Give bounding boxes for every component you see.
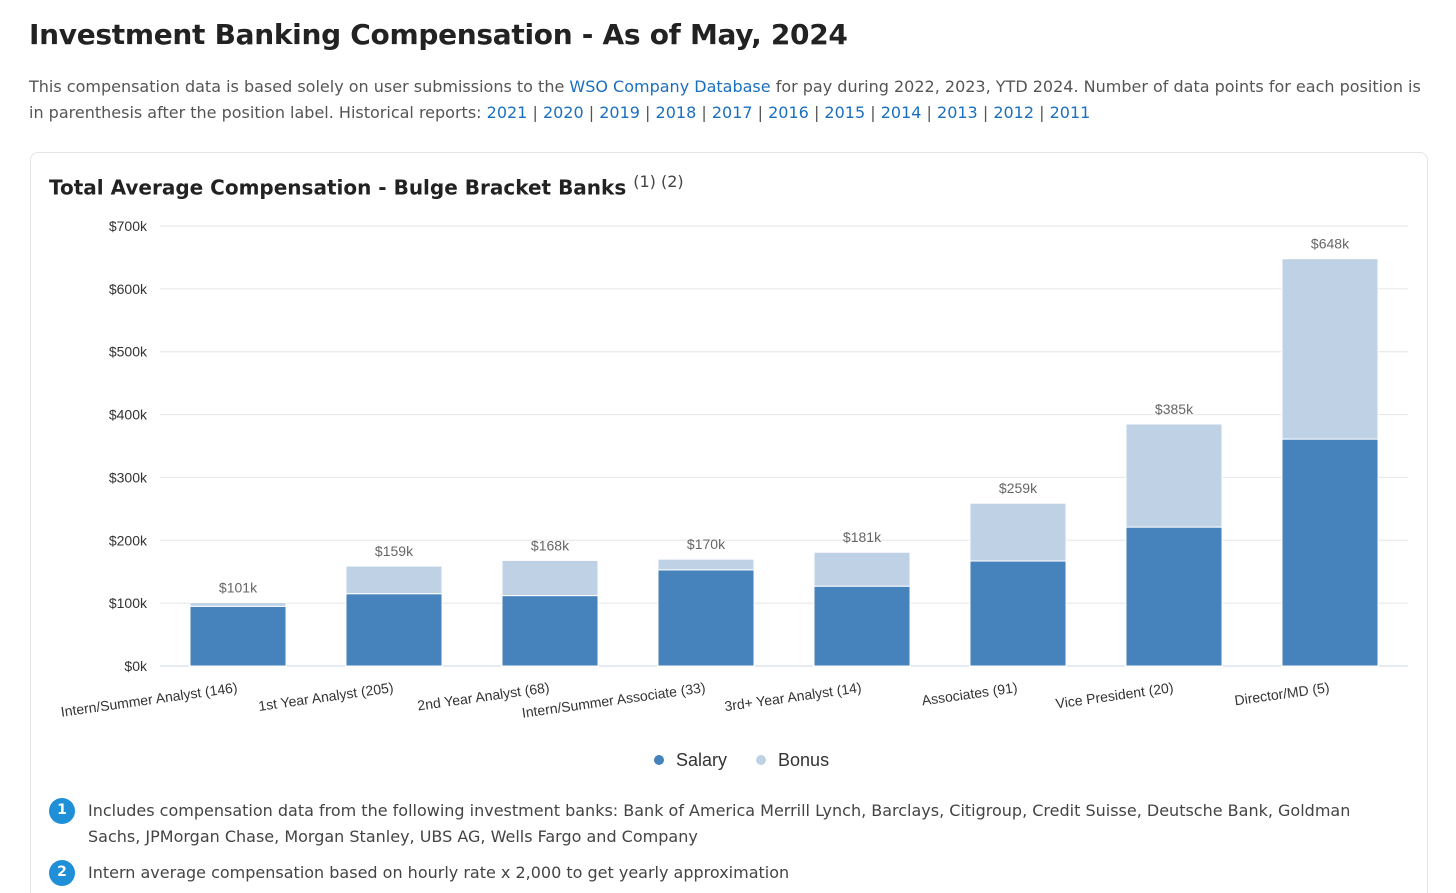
total-label: $159k	[375, 543, 414, 559]
x-tick-label: Vice President (20)	[1055, 679, 1175, 711]
bar-segment	[657, 569, 755, 667]
bar-segment	[1125, 423, 1223, 528]
bar-segment	[189, 602, 287, 607]
y-tick-label: $600k	[109, 281, 148, 297]
separator: |	[982, 103, 989, 122]
total-label: $101k	[219, 580, 258, 596]
separator: |	[757, 103, 764, 122]
separator: |	[532, 103, 538, 122]
intro: This compensation data is based solely o…	[29, 74, 1429, 126]
footnote-marker: 2	[49, 860, 75, 886]
total-label: $168k	[531, 537, 570, 553]
report-link[interactable]: 2015	[824, 103, 866, 122]
x-tick-label: Associates (91)	[921, 679, 1019, 708]
separator: |	[645, 103, 651, 122]
y-tick-label: $400k	[109, 407, 148, 423]
footnote-marker: 1	[49, 798, 75, 824]
report-link[interactable]: 2012	[993, 103, 1035, 122]
page-title: Investment Banking Compensation - As of …	[29, 18, 848, 51]
y-tick-label: $200k	[109, 532, 148, 548]
bar-segment	[1125, 526, 1223, 667]
y-tick-label: $0k	[124, 658, 148, 674]
total-label: $170k	[687, 536, 726, 552]
footnote-text: Intern average compensation based on hou…	[88, 863, 790, 882]
total-label: $181k	[843, 529, 882, 545]
y-tick-label: $300k	[109, 469, 148, 485]
bar-segment	[657, 558, 755, 571]
separator: |	[588, 103, 595, 122]
chart-title-text: Total Average Compensation - Bulge Brack…	[49, 175, 627, 200]
x-tick-label: Director/MD (5)	[1233, 679, 1330, 708]
chart-title: Total Average Compensation - Bulge Brack…	[49, 172, 684, 200]
bar-segment	[501, 559, 599, 597]
chart: $0k $100k $200k $300k $400k $500k $600k $700k $1…	[60, 218, 1408, 770]
bar-segment	[345, 565, 443, 595]
bar-segment	[969, 502, 1067, 562]
x-tick-label: 1st Year Analyst (205)	[257, 679, 394, 714]
report-link[interactable]: 2013	[937, 103, 978, 122]
y-tick-label: $700k	[109, 218, 148, 234]
separator: |	[701, 103, 707, 122]
bar-segment	[189, 605, 287, 667]
x-tick-label: 3rd+ Year Analyst (14)	[723, 679, 862, 714]
footnote: 2 Intern average compensation based on ho…	[49, 860, 1389, 886]
legend-label: Salary	[676, 750, 727, 770]
bar-segment	[813, 585, 911, 667]
footnote: 1 Includes compensation data from the fol…	[49, 798, 1389, 850]
report-link[interactable]: 2021	[486, 103, 528, 122]
total-label: $259k	[999, 480, 1038, 496]
bar-segment	[1281, 258, 1379, 440]
separator: |	[926, 103, 932, 122]
link[interactable]: WSO Company Database	[569, 77, 771, 96]
total-label: $648k	[1311, 236, 1350, 252]
bar-segment	[969, 560, 1067, 667]
report-link[interactable]: 2018	[655, 103, 697, 122]
bar-segment	[813, 551, 911, 587]
total-label: $385k	[1155, 401, 1194, 417]
legend-marker	[654, 755, 664, 765]
separator: |	[870, 103, 876, 122]
bar-segment	[501, 595, 599, 667]
y-tick-label: $500k	[109, 344, 148, 360]
bar-segment	[345, 593, 443, 667]
report-link[interactable]: 2011	[1049, 103, 1091, 122]
separator: |	[1039, 103, 1045, 122]
report-link[interactable]: 2019	[599, 103, 640, 122]
title-notes: (1) (2)	[633, 172, 684, 191]
legend-marker	[756, 755, 767, 765]
report-link[interactable]: 2014	[880, 103, 922, 122]
report-link[interactable]: 2020	[542, 103, 584, 122]
report-link[interactable]: 2017	[711, 103, 753, 122]
chart-card	[30, 152, 1428, 893]
footnote-text: Includes compensation data from the foll…	[88, 801, 1351, 846]
intro-text: This compensation data is based solely o…	[29, 77, 565, 96]
y-tick-label: $100k	[109, 595, 148, 611]
bar-segment	[1281, 438, 1379, 667]
legend-label: Bonus	[778, 750, 829, 770]
footnotes: 1 Includes compensation data from the fol…	[49, 798, 1389, 893]
report-link[interactable]: 2016	[768, 103, 809, 122]
intro-text: for pay during 2022, 2023, YTD 2024. Num…	[29, 77, 1421, 122]
x-tick-label: Intern/Summer Analyst (146)	[60, 679, 239, 720]
separator: |	[813, 103, 820, 122]
